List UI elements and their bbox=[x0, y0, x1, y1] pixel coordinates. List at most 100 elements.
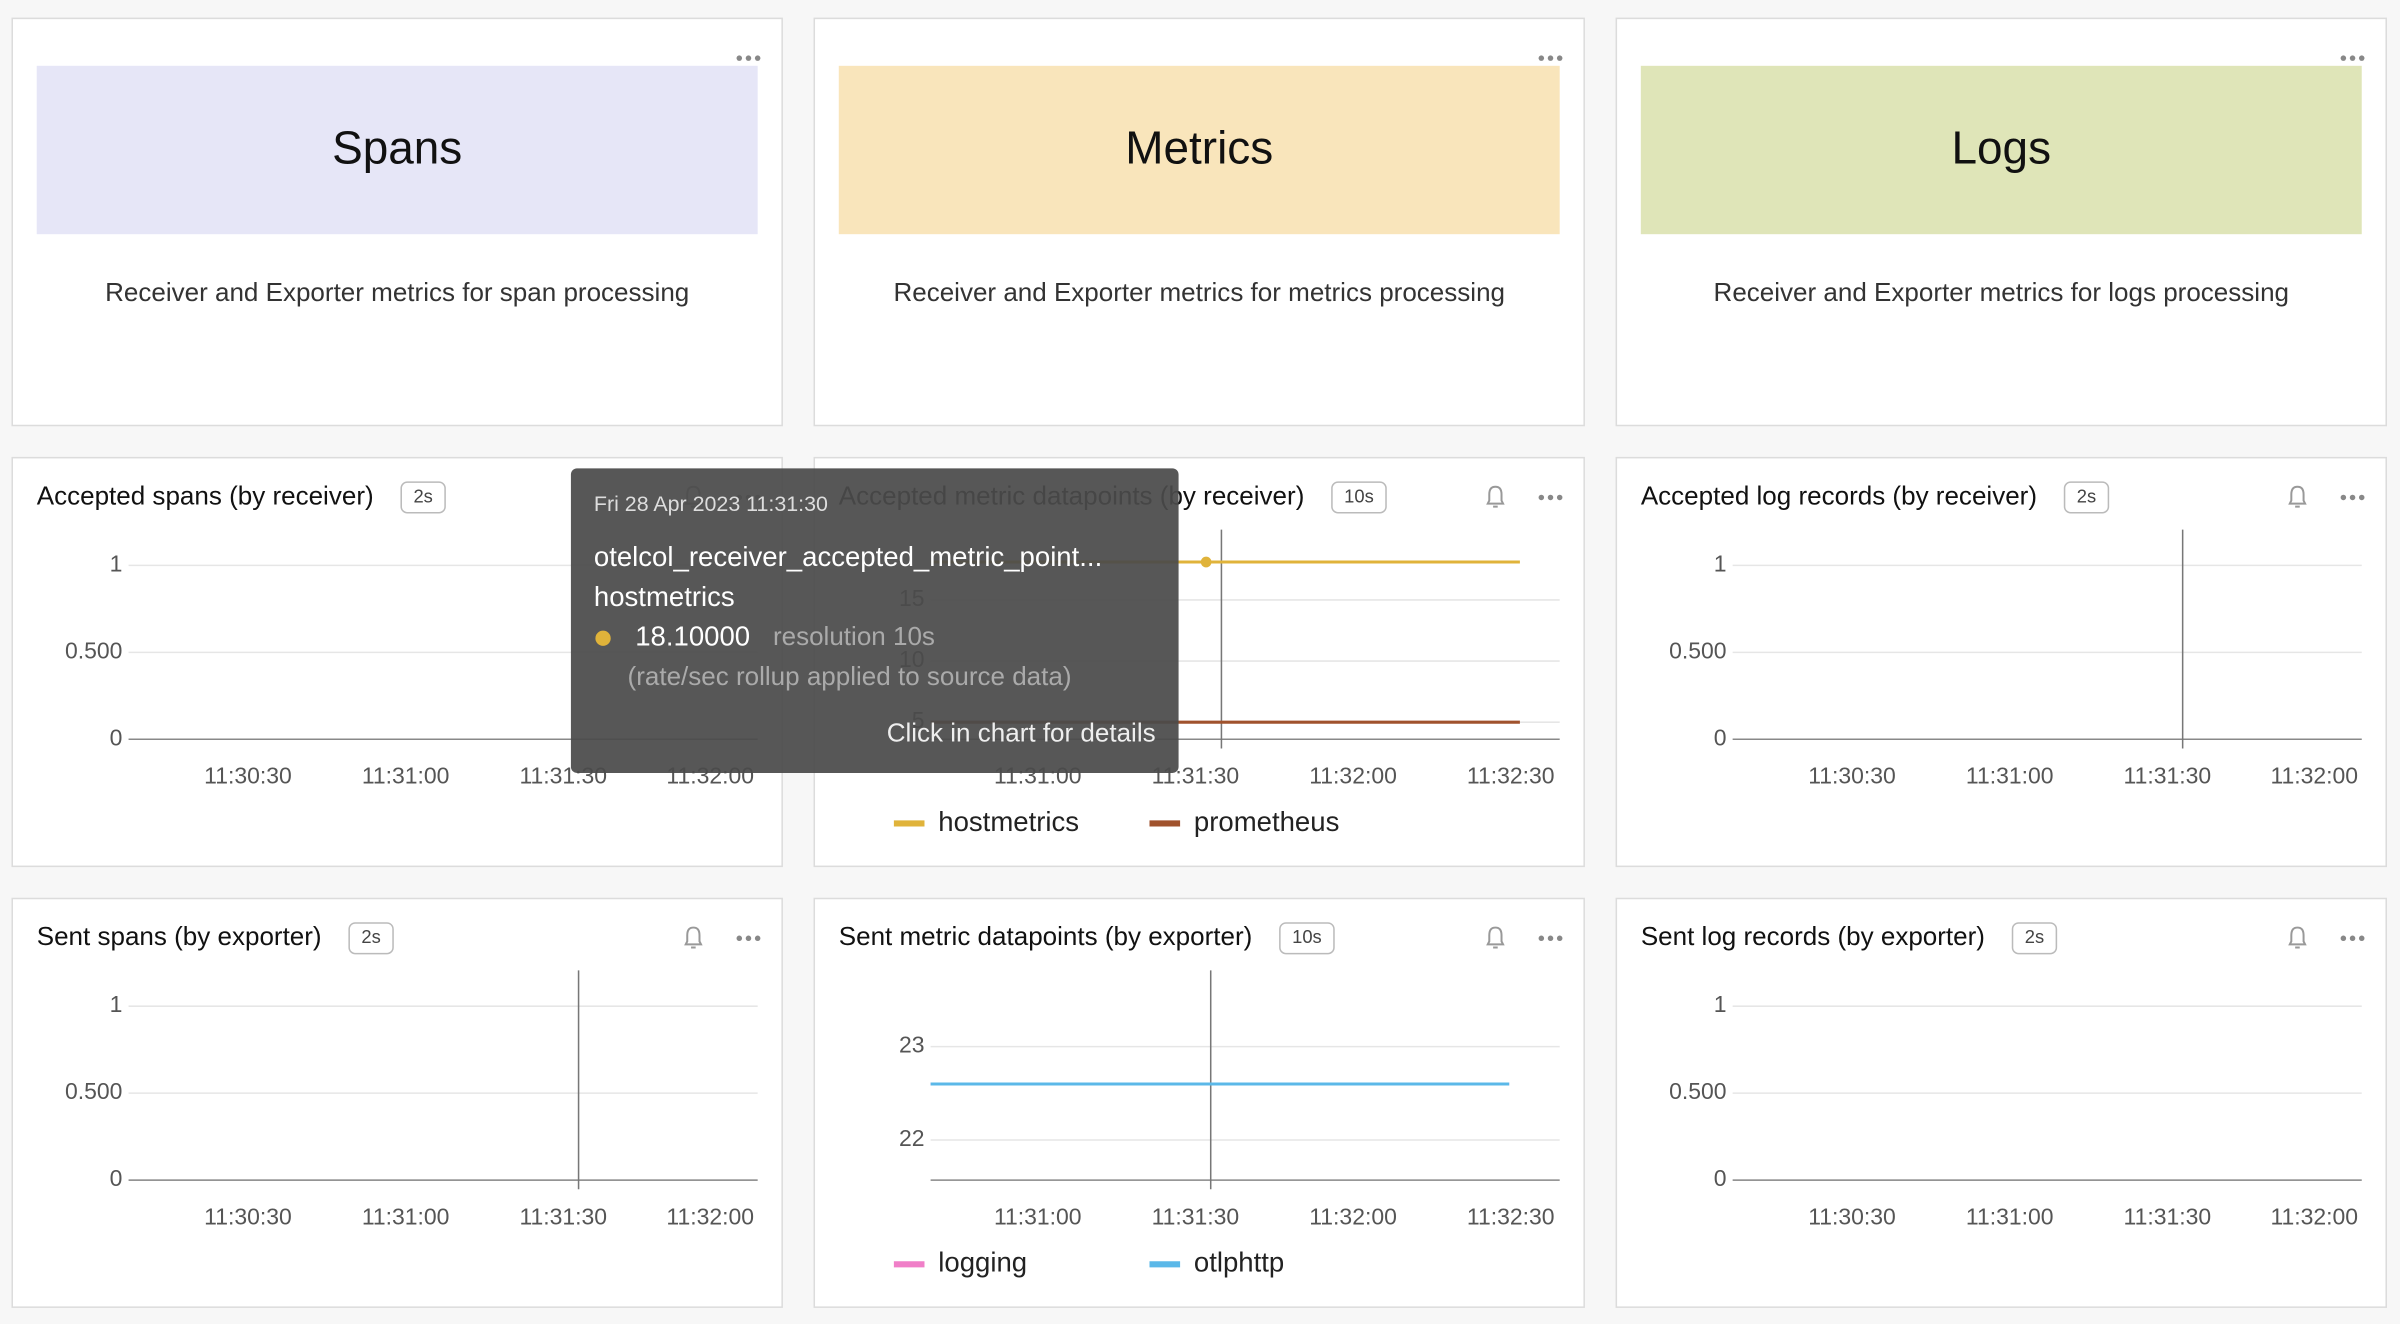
more-menu[interactable] bbox=[2340, 494, 2365, 501]
y-tick-label: 0 bbox=[1714, 1165, 1727, 1191]
chart-title: Sent spans (by exporter) bbox=[37, 921, 322, 951]
x-tick-label: 11:32:00 bbox=[1309, 763, 1397, 789]
legend-label[interactable]: hostmetrics bbox=[938, 806, 1079, 837]
tooltip: Fri 28 Apr 2023 11:31:30 otelcol_receiver… bbox=[570, 468, 1179, 773]
y-tick-label: 1 bbox=[110, 991, 123, 1017]
card-banner bbox=[1640, 65, 2362, 235]
tooltip-action[interactable]: Click in chart for details bbox=[887, 718, 1156, 748]
menu-dot bbox=[745, 55, 752, 61]
alert-bell[interactable] bbox=[1486, 926, 1505, 949]
tooltip-metric: otelcol_receiver_accepted_metric_point..… bbox=[594, 541, 1102, 572]
menu-dot bbox=[1547, 494, 1554, 501]
alert-bell[interactable] bbox=[1486, 485, 1505, 508]
x-tick-label: 11:30:30 bbox=[204, 763, 292, 789]
card-banner bbox=[838, 65, 1560, 235]
menu-dot bbox=[736, 935, 743, 942]
y-tick-label: 0 bbox=[110, 1165, 123, 1191]
x-tick-label: 11:31:30 bbox=[519, 1203, 607, 1229]
tooltip-timestamp: Fri 28 Apr 2023 11:31:30 bbox=[594, 492, 828, 516]
y-tick-label: 0.500 bbox=[65, 637, 122, 663]
chart-title: Accepted log records (by receiver) bbox=[1641, 480, 2037, 510]
x-tick-label: 11:31:00 bbox=[1966, 763, 2054, 789]
y-tick-label: 0.500 bbox=[1669, 1078, 1726, 1104]
menu-dot bbox=[2358, 55, 2365, 61]
resolution-badge-box bbox=[348, 922, 394, 955]
resolution-badge-box bbox=[1279, 922, 1335, 955]
x-tick-label: 11:31:00 bbox=[362, 763, 450, 789]
menu-dot bbox=[1538, 55, 1545, 61]
menu-dot bbox=[2358, 494, 2365, 501]
menu-dot bbox=[1538, 935, 1545, 942]
alert-bell[interactable] bbox=[2288, 485, 2307, 508]
more-menu[interactable] bbox=[1538, 494, 1563, 501]
tooltip-value: 18.10000 bbox=[635, 621, 750, 652]
resolution-badge: 2s bbox=[361, 926, 380, 947]
menu-dot bbox=[1538, 494, 1545, 501]
card-description: Receiver and Exporter metrics for metric… bbox=[893, 277, 1505, 307]
chart-panel bbox=[813, 897, 1585, 1308]
x-tick-label: 11:32:30 bbox=[1467, 763, 1555, 789]
chart-title: Sent metric datapoints (by exporter) bbox=[839, 921, 1253, 951]
x-tick-label: 11:31:30 bbox=[1152, 1203, 1240, 1229]
legend-label[interactable]: prometheus bbox=[1194, 806, 1339, 837]
tooltip-note: (rate/sec rollup applied to source data) bbox=[628, 661, 1072, 691]
card-title: Metrics bbox=[1125, 122, 1273, 174]
resolution-badge: 2s bbox=[2025, 926, 2044, 947]
menu-dot bbox=[2349, 494, 2356, 501]
y-tick-label: 22 bbox=[899, 1125, 925, 1151]
menu-dot bbox=[1547, 55, 1554, 61]
tooltip-resolution: resolution 10s bbox=[773, 621, 935, 651]
more-menu[interactable] bbox=[736, 935, 761, 942]
x-tick-label: 11:31:00 bbox=[362, 1203, 450, 1229]
card-title: Spans bbox=[332, 122, 462, 174]
y-tick-label: 1 bbox=[1714, 550, 1727, 576]
more-menu[interactable] bbox=[1538, 935, 1563, 942]
y-tick-label: 0 bbox=[110, 724, 123, 750]
x-tick-label: 11:31:30 bbox=[2124, 763, 2212, 789]
x-tick-label: 11:32:00 bbox=[666, 1203, 754, 1229]
more-menu[interactable] bbox=[2340, 935, 2365, 942]
y-tick-label: 0.500 bbox=[1669, 637, 1726, 663]
x-tick-label: 11:31:00 bbox=[1966, 1203, 2054, 1229]
y-tick-label: 0.500 bbox=[65, 1078, 122, 1104]
resolution-badge: 2s bbox=[2077, 485, 2096, 506]
menu-dot bbox=[754, 935, 761, 942]
resolution-badge-box bbox=[1331, 481, 1387, 514]
hover-point bbox=[1200, 556, 1212, 568]
menu-dot bbox=[745, 935, 752, 942]
x-tick-label: 11:30:30 bbox=[1808, 1203, 1896, 1229]
resolution-badge-box bbox=[2011, 922, 2058, 955]
menu-dot bbox=[2358, 935, 2365, 942]
resolution-badge: 10s bbox=[1344, 485, 1374, 506]
x-tick-label: 11:32:30 bbox=[1467, 1203, 1555, 1229]
x-tick-label: 11:32:00 bbox=[2270, 763, 2358, 789]
more-menu[interactable] bbox=[2340, 55, 2365, 61]
y-tick-label: 0 bbox=[1714, 724, 1727, 750]
tooltip-box bbox=[570, 468, 1179, 773]
menu-dot bbox=[1556, 55, 1563, 61]
menu-dot bbox=[1556, 935, 1563, 942]
alert-bell[interactable] bbox=[2288, 926, 2307, 949]
resolution-badge: 10s bbox=[1292, 926, 1322, 947]
menu-dot bbox=[2349, 935, 2356, 942]
menu-dot bbox=[2340, 935, 2347, 942]
legend-label[interactable]: otlphttp bbox=[1194, 1247, 1284, 1278]
chart-title: Accepted spans (by receiver) bbox=[37, 480, 374, 510]
menu-dot bbox=[2340, 55, 2347, 61]
card-description: Receiver and Exporter metrics for logs p… bbox=[1714, 277, 2289, 307]
alert-bell[interactable] bbox=[684, 926, 703, 949]
legend-label[interactable]: logging bbox=[938, 1247, 1027, 1278]
x-tick-label: 11:30:30 bbox=[204, 1203, 292, 1229]
card-description: Receiver and Exporter metrics for span p… bbox=[105, 277, 689, 307]
tooltip-dot bbox=[595, 630, 611, 646]
more-menu[interactable] bbox=[1538, 55, 1563, 61]
menu-dot bbox=[2340, 494, 2347, 501]
resolution-badge-box bbox=[2063, 481, 2110, 514]
x-tick-label: 11:30:30 bbox=[1808, 763, 1896, 789]
card-banner bbox=[36, 65, 758, 235]
more-menu[interactable] bbox=[736, 55, 761, 61]
tooltip-series: hostmetrics bbox=[594, 581, 735, 612]
y-tick-label: 23 bbox=[899, 1032, 925, 1058]
x-tick-label: 11:32:00 bbox=[2270, 1203, 2358, 1229]
